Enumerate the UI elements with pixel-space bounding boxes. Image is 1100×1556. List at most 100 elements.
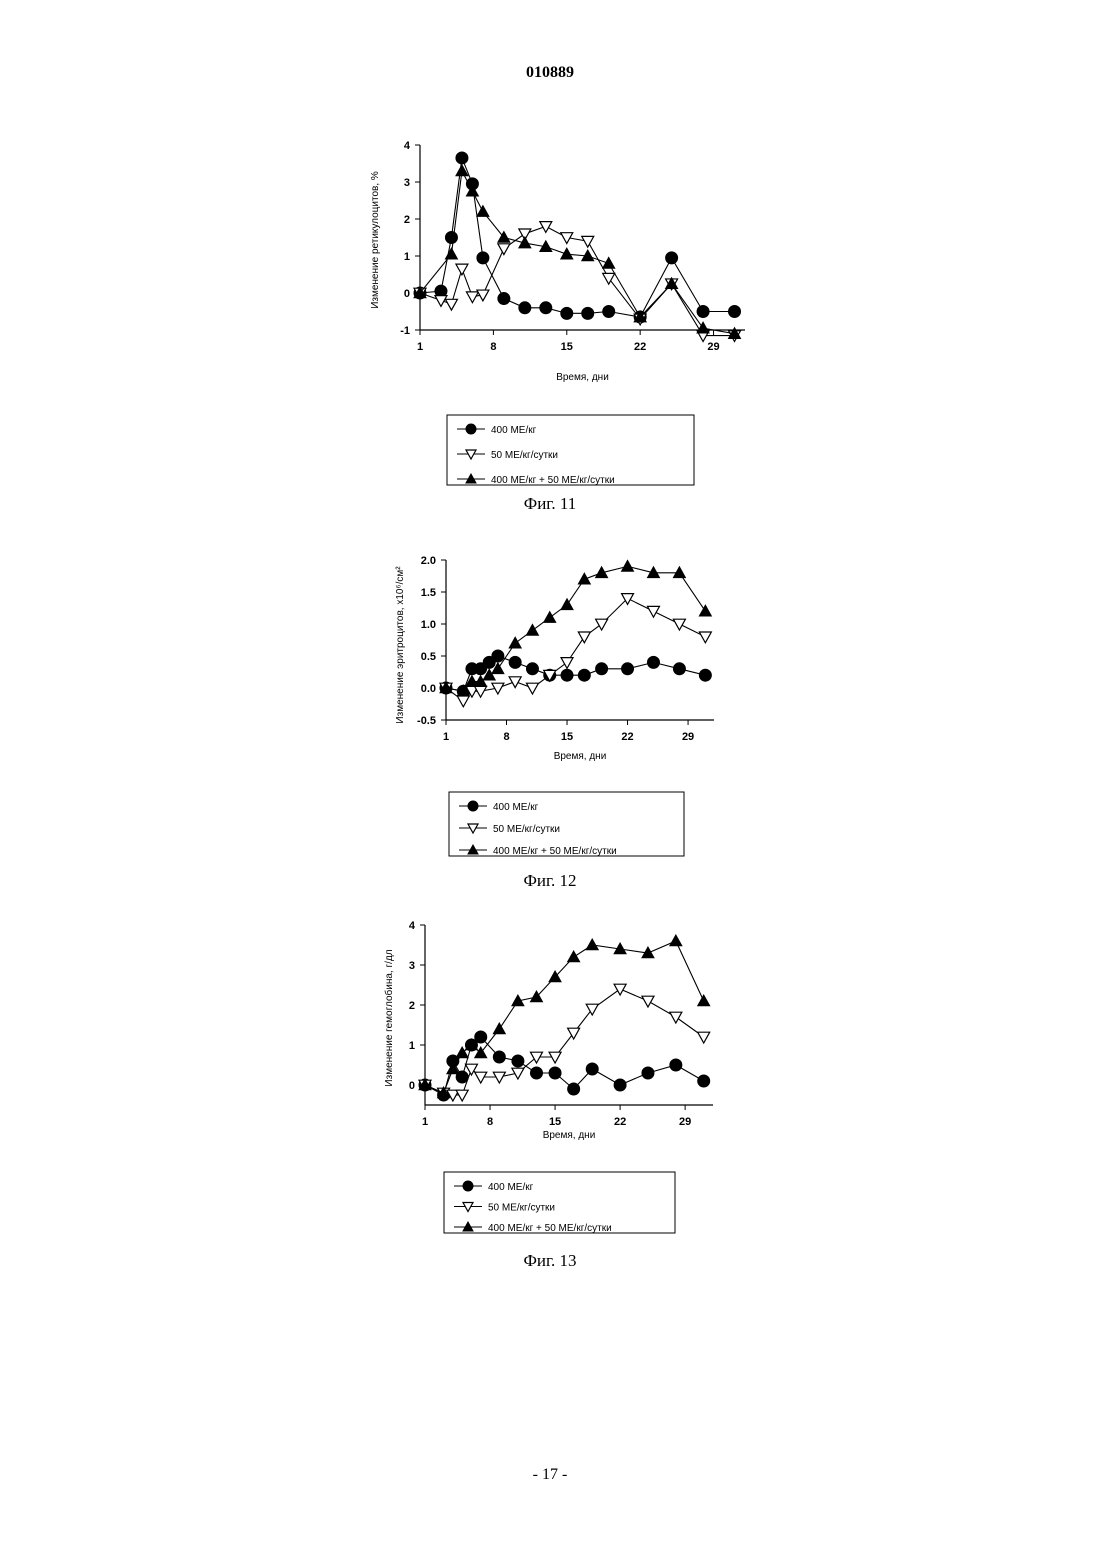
- fig1-series-1-point: [561, 658, 573, 669]
- fig0-x-tick-label: 1: [417, 341, 423, 353]
- fig0-y-tick-label: 3: [404, 177, 410, 189]
- fig0-x-axis-label: Время, дни: [556, 372, 609, 383]
- fig1-series-0-point: [526, 663, 538, 675]
- fig0-series-0-point: [456, 152, 468, 164]
- fig2-series-1-point: [475, 1072, 487, 1083]
- fig0-x-tick-label: 29: [707, 341, 719, 353]
- fig2-series-0-point: [530, 1067, 542, 1079]
- fig0-series-1-point: [466, 292, 478, 303]
- fig1-series-0-point: [578, 669, 590, 681]
- fig0-series-0-point: [561, 307, 573, 319]
- fig0-x-tick-label: 22: [634, 341, 646, 353]
- fig2-series-1-point: [530, 1052, 542, 1063]
- fig1-series-2-point: [673, 567, 685, 578]
- fig2-series-0-point: [475, 1031, 487, 1043]
- fig0-series-1-point: [445, 299, 457, 310]
- fig1-series-0-point: [492, 650, 504, 662]
- fig1-series-0-point: [561, 669, 573, 681]
- fig0-y-tick-label: 1: [404, 251, 410, 263]
- fig0-series-1-point: [435, 296, 447, 307]
- fig2-series-1-point: [642, 996, 654, 1007]
- fig2-series-0-point: [642, 1067, 654, 1079]
- fig2-legend-label: 400 МЕ/кг + 50 МЕ/кг/сутки: [488, 1223, 612, 1234]
- fig1-series-2-point: [699, 605, 711, 616]
- fig1-series-0-point: [647, 656, 659, 668]
- fig1-x-tick-label: 8: [503, 731, 509, 743]
- fig2-series-2-point: [493, 1023, 505, 1034]
- fig0-series-1-point: [456, 264, 468, 275]
- fig2-series-0-point: [512, 1055, 524, 1067]
- fig0-series-0-point: [540, 302, 552, 314]
- fig1-series-1-point: [647, 606, 659, 617]
- fig2-series-0-point: [549, 1067, 561, 1079]
- figure-11-caption: Фиг. 11: [0, 494, 1100, 514]
- fig2-series-1-point: [670, 1012, 682, 1023]
- fig1-legend-marker: [468, 801, 478, 811]
- fig2-series-1-point: [568, 1028, 580, 1039]
- fig2-legend-marker: [463, 1181, 473, 1191]
- fig1-legend-label: 400 МЕ/кг + 50 МЕ/кг/сутки: [493, 846, 617, 857]
- fig0-legend-label: 400 МЕ/кг + 50 МЕ/кг/сутки: [491, 475, 615, 486]
- fig0-series-0-point: [666, 252, 678, 264]
- fig0-y-tick-label: -1: [400, 325, 410, 337]
- fig1-series-0-point: [673, 663, 685, 675]
- fig0-series-1-line: [420, 226, 735, 335]
- fig0-series-2-point: [561, 248, 573, 259]
- fig1-y-tick-label: 2.0: [421, 555, 436, 567]
- fig0-series-0-point: [603, 306, 615, 318]
- fig0-series-1-point: [498, 244, 510, 255]
- fig0-series-1-point: [582, 236, 594, 247]
- fig2-series-1-point: [456, 1090, 468, 1101]
- fig2-x-tick-label: 1: [422, 1116, 428, 1128]
- fig0-series-2-point: [477, 206, 489, 217]
- fig1-series-1-point: [578, 632, 590, 643]
- fig1-series-0-point: [699, 669, 711, 681]
- fig2-series-1-point: [586, 1004, 598, 1015]
- fig1-series-2-point: [622, 560, 634, 571]
- fig0-series-0-point: [729, 306, 741, 318]
- fig0-series-1-point: [603, 273, 615, 284]
- fig0-y-axis-label: Изменение ретикулоцитов, %: [370, 171, 381, 309]
- fig1-x-tick-label: 29: [682, 731, 694, 743]
- fig0-y-tick-label: 2: [404, 214, 410, 226]
- fig0-series-1-point: [540, 222, 552, 233]
- fig1-series-2-point: [561, 599, 573, 610]
- fig0-legend-label: 50 МЕ/кг/сутки: [491, 450, 558, 461]
- fig2-y-tick-label: 2: [409, 1000, 415, 1012]
- fig0-legend-label: 400 МЕ/кг: [491, 425, 537, 436]
- fig2-series-2-point: [568, 951, 580, 962]
- fig2-series-0-point: [614, 1079, 626, 1091]
- fig2-x-tick-label: 8: [487, 1116, 493, 1128]
- fig1-series-2-point: [509, 637, 521, 648]
- fig2-legend-label: 400 МЕ/кг: [488, 1182, 534, 1193]
- fig0-y-tick-label: 0: [404, 288, 410, 300]
- fig2-series-2-point: [586, 939, 598, 950]
- fig1-series-1-point: [475, 686, 487, 697]
- fig2-series-0-point: [568, 1083, 580, 1095]
- fig2-y-tick-label: 0: [409, 1080, 415, 1092]
- fig2-series-2-point: [698, 995, 710, 1006]
- fig0-series-0-point: [498, 293, 510, 305]
- fig1-x-axis-label: Время, дни: [554, 751, 607, 762]
- fig0-series-2-point: [445, 248, 457, 259]
- fig2-x-tick-label: 22: [614, 1116, 626, 1128]
- fig0-series-2-point: [456, 165, 468, 176]
- fig1-x-tick-label: 1: [443, 731, 449, 743]
- fig0-series-2-point: [603, 257, 615, 268]
- fig1-x-tick-label: 15: [561, 731, 573, 743]
- fig2-x-axis-label: Время, дни: [543, 1130, 596, 1141]
- figure-13-caption: Фиг. 13: [0, 1251, 1100, 1271]
- fig1-series-1-point: [596, 619, 608, 630]
- fig1-y-axis-label: Изменение эритроцитов, x10⁶/см²: [395, 566, 406, 724]
- fig0-series-0-point: [445, 232, 457, 244]
- fig0-legend-marker: [466, 424, 476, 434]
- fig2-y-axis-label: Изменение гемоглобина, г/дл: [383, 949, 395, 1086]
- fig1-series-1-point: [509, 677, 521, 688]
- fig2-series-0-point: [698, 1075, 710, 1087]
- fig2-legend-label: 50 МЕ/кг/сутки: [488, 1203, 555, 1214]
- fig1-series-1-point: [673, 619, 685, 630]
- fig2-y-tick-label: 3: [409, 960, 415, 972]
- fig1-series-0-point: [596, 663, 608, 675]
- fig2-series-0-point: [670, 1059, 682, 1071]
